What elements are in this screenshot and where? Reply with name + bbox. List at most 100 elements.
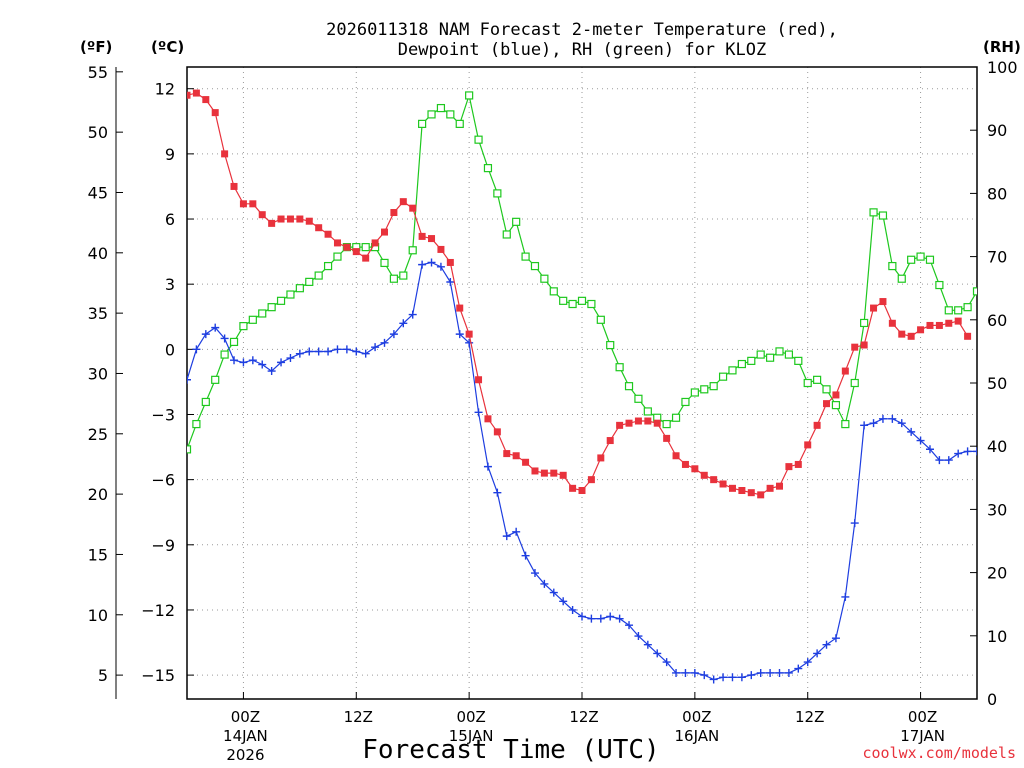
dewpoint-point	[954, 449, 963, 458]
rh-point	[427, 110, 436, 119]
dewpoint-point	[794, 664, 803, 673]
celsius-tick-label: −9	[151, 536, 175, 555]
temperature-point	[776, 482, 783, 490]
rh-point	[305, 277, 314, 286]
rh-point	[512, 217, 521, 226]
dewpoint-point	[643, 640, 652, 649]
dewpoint-point	[483, 462, 492, 471]
rh-point	[737, 359, 746, 369]
x-axis-label: Forecast Time (UTC)	[362, 735, 659, 765]
rh-point	[794, 356, 803, 365]
rh-tick-label: 80	[987, 184, 1007, 203]
temperature-point	[324, 230, 332, 238]
rh-point	[314, 271, 323, 280]
grid-lines	[187, 67, 977, 699]
temperature-point	[681, 460, 689, 468]
dewpoint-point	[737, 673, 746, 682]
dewpoint-point	[267, 367, 276, 376]
rh-point	[192, 419, 201, 429]
temperature-point	[597, 454, 605, 462]
rh-point	[455, 119, 464, 128]
rh-tick-label: 90	[987, 121, 1007, 140]
temperature-point	[578, 487, 586, 495]
temperature-point	[766, 484, 774, 492]
dewpoint-point	[784, 668, 793, 677]
temperature-point	[277, 215, 285, 223]
temperature-point	[898, 330, 906, 338]
dewpoint-point	[596, 614, 605, 623]
temperature-point	[512, 452, 520, 460]
dewpoint-point	[211, 323, 220, 332]
chart-title-line-1: 2026011318 NAM Forecast 2-meter Temperat…	[326, 20, 838, 40]
rh-point	[954, 306, 963, 315]
temperature-line	[187, 92, 969, 496]
dewpoint-point	[380, 338, 389, 347]
dewpoint-point	[897, 419, 906, 428]
rh-point	[972, 287, 977, 296]
dewpoint-point	[295, 349, 304, 358]
temperature-point	[268, 219, 276, 227]
rh-point	[474, 135, 483, 144]
dewpoint-point	[831, 634, 840, 643]
rh-point	[436, 103, 446, 113]
rh-point	[983, 266, 990, 273]
rh-tick-label: 100	[987, 58, 1018, 77]
year-tick-label: 2026	[226, 746, 264, 764]
dewpoint-point	[277, 358, 286, 367]
temperature-point	[465, 330, 473, 338]
dewpoint-point	[530, 569, 539, 578]
dewpoint-point	[672, 668, 681, 677]
temperature-point	[531, 467, 539, 475]
dewpoint-point	[427, 258, 436, 267]
rh-tick-label: 10	[987, 627, 1007, 646]
dewpoint-point	[559, 597, 568, 606]
temperature-point	[606, 437, 614, 445]
temperature-point	[296, 215, 304, 223]
dewpoint-point	[803, 658, 812, 667]
date-tick-label: 15JAN	[449, 727, 494, 745]
temperature-point	[823, 400, 831, 408]
temperature-point	[663, 434, 671, 442]
fahrenheit-tick-label: 5	[98, 666, 108, 685]
rh-point	[521, 252, 530, 261]
rh-point	[549, 287, 558, 296]
dewpoint-point	[606, 612, 615, 621]
dewpoint-point	[512, 527, 521, 536]
dewpoint-point	[766, 668, 775, 677]
temperature-point	[371, 239, 379, 247]
temperature-point	[841, 367, 849, 375]
rh-point	[860, 318, 869, 328]
dewpoint-point	[521, 551, 530, 560]
temperature-point	[804, 441, 812, 449]
temperature-point	[381, 228, 388, 236]
dewpoint-point	[389, 330, 398, 339]
dewpoint-point	[192, 345, 201, 354]
dewpoint-point	[258, 360, 267, 369]
rh-point	[681, 397, 690, 407]
fahrenheit-unit-label: (ºF)	[80, 38, 112, 56]
rh-point	[841, 419, 850, 429]
rh-point	[323, 261, 333, 271]
rh-point	[361, 243, 370, 252]
dewpoint-point	[944, 456, 953, 465]
dewpoint-point	[455, 330, 464, 339]
temperature-point	[305, 217, 313, 225]
celsius-tick-label: −15	[141, 666, 175, 685]
temperature-point	[493, 428, 501, 436]
dewpoint-point	[963, 447, 972, 456]
dewpoint-point	[907, 427, 916, 436]
temperature-point	[418, 232, 426, 240]
temperature-point	[221, 150, 229, 158]
dewpoint-point	[719, 673, 728, 682]
time-tick-label: 12Z	[569, 708, 598, 726]
rh-point	[502, 230, 511, 239]
rh-point	[888, 261, 897, 271]
tick-labels: 555045403530252015105129630−3−6−9−12−151…	[88, 58, 1018, 764]
fahrenheit-tick-label: 15	[88, 545, 108, 564]
rh-point	[624, 382, 634, 391]
rh-point	[643, 407, 652, 416]
rh-tick-label: 70	[987, 248, 1007, 267]
temperature-point	[710, 476, 718, 484]
dewpoint-point	[775, 668, 784, 677]
